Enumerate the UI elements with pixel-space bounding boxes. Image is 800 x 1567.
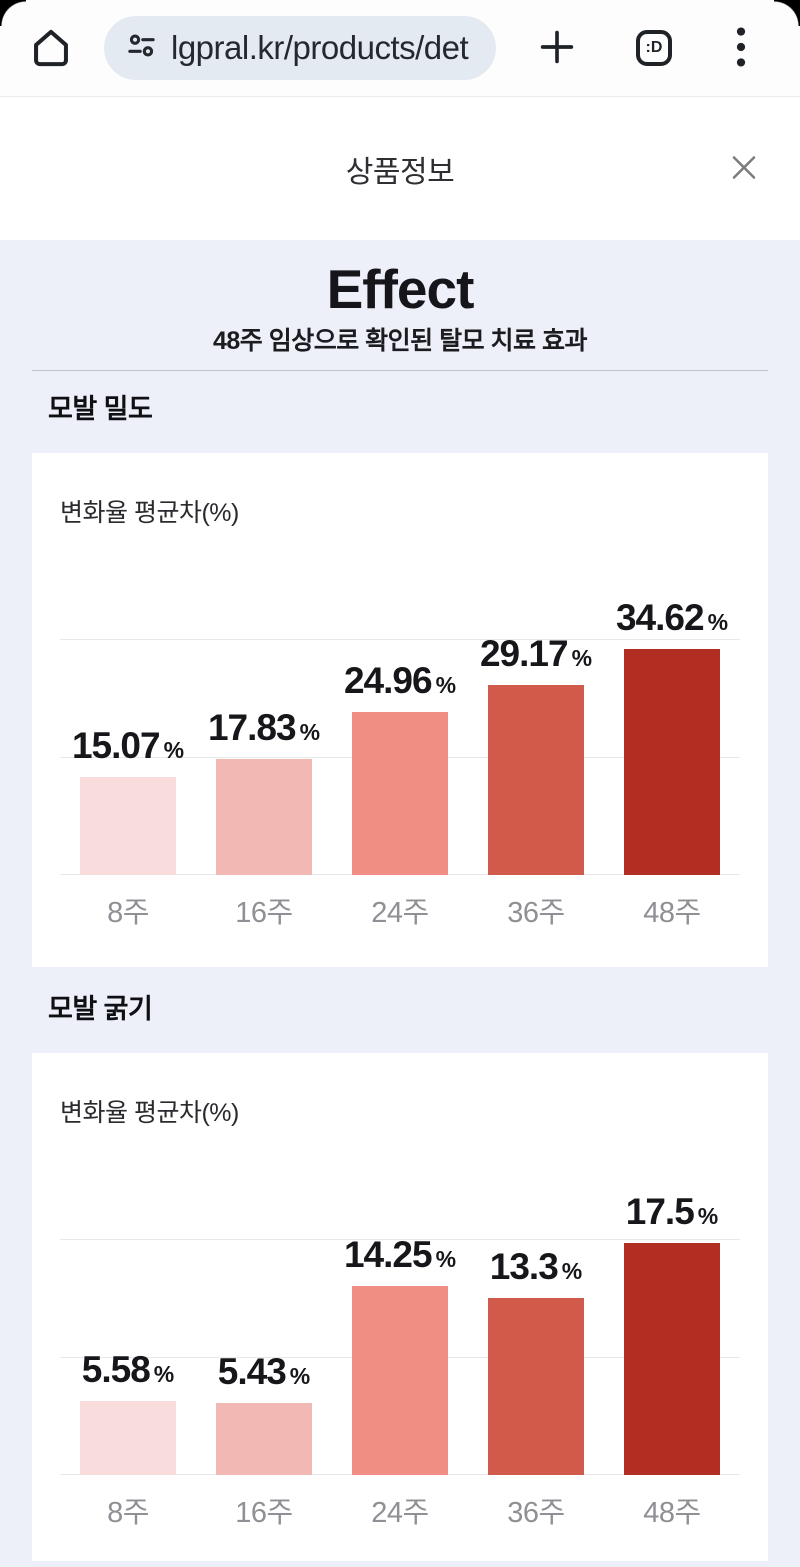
bar-column-36주: 13.3% [468, 1240, 604, 1475]
x-axis-label: 24주 [371, 1497, 429, 1529]
hair-density-chart-card: 변화율 평균차(%) 15.07% 17.83% 24.96% 29.17% 34.62… [32, 453, 768, 967]
bar-column-48주: 34.62% [604, 599, 740, 875]
bar-column-8주: 5.58% [60, 1240, 196, 1475]
bar-48주 [624, 1243, 720, 1475]
tab-count: :D [645, 39, 663, 56]
bar-value-label: 15.07% [71, 725, 185, 766]
x-axis-label: 48주 [643, 1497, 701, 1529]
x-axis-label: 8주 [107, 1497, 149, 1529]
close-button[interactable] [724, 147, 764, 190]
browser-menu-button[interactable] [734, 23, 748, 74]
x-axis-label: 16주 [235, 897, 293, 929]
x-axis-label: 36주 [507, 897, 565, 929]
bar-column-16주: 17.83% [196, 640, 332, 875]
page-title: 상품정보 [345, 155, 455, 189]
x-axis-label: 24주 [371, 897, 429, 929]
home-icon [28, 25, 74, 71]
chart-plot-area: 15.07% 17.83% 24.96% 29.17% 34.62% [60, 545, 740, 875]
x-axis-label: 8주 [107, 897, 149, 929]
product-info-content: Effect 48주 임상으로 확인된 탈모 치료 효과 모발 밀도 변화율 평… [0, 240, 800, 1567]
bar-column-8주: 15.07% [60, 640, 196, 875]
bar-value-label: 5.43% [217, 1351, 311, 1392]
hair-thickness-bar-chart: 5.58% 5.43% 14.25% 13.3% 17.5% 8주 16주 24주 36주 48주 [60, 1145, 740, 1531]
chart-plot-area: 5.58% 5.43% 14.25% 13.3% 17.5% [60, 1145, 740, 1475]
bar-value-label: 29.17% [479, 633, 593, 674]
tab-switcher-button[interactable]: :D [636, 30, 672, 66]
gridline [60, 1239, 740, 1240]
hair-density-bar-chart: 15.07% 17.83% 24.96% 29.17% 34.62% 8주 16주 24주 36… [60, 545, 740, 931]
bar-36주 [488, 685, 584, 875]
bar-column-16주: 5.43% [196, 1240, 332, 1475]
bar-value-label: 5.58% [81, 1349, 175, 1390]
bar-16주 [216, 759, 312, 875]
bar-column-24주: 24.96% [332, 640, 468, 875]
bar-value-label: 34.62% [615, 597, 729, 638]
bar-8주 [80, 1401, 176, 1475]
bar-column-48주: 17.5% [604, 1193, 740, 1475]
site-settings-icon [126, 30, 157, 66]
x-axis-labels: 8주 16주 24주 36주 48주 [60, 1489, 740, 1531]
browser-toolbar: lgpral.kr/products/det :D [0, 0, 800, 97]
effect-subtitle: 48주 임상으로 확인된 탈모 치료 효과 [212, 327, 588, 355]
close-icon [724, 155, 764, 190]
bar-value-label: 14.25% [343, 1234, 457, 1275]
bar-columns: 15.07% 17.83% 24.96% 29.17% 34.62% [60, 599, 740, 875]
bar-8주 [80, 777, 176, 875]
new-tab-button[interactable] [534, 24, 580, 73]
bar-36주 [488, 1298, 584, 1475]
divider [32, 370, 768, 371]
home-button[interactable] [28, 25, 74, 71]
bar-columns: 5.58% 5.43% 14.25% 13.3% 17.5% [60, 1193, 740, 1475]
bar-16주 [216, 1403, 312, 1475]
tab-switcher-icon: :D [636, 30, 672, 66]
effect-title: Effect [326, 258, 475, 320]
x-axis-label: 48주 [643, 897, 701, 929]
url-text: lgpral.kr/products/det [171, 29, 469, 66]
bar-value-label: 17.5% [625, 1191, 719, 1232]
bar-value-label: 13.3% [489, 1246, 583, 1287]
bar-column-36주: 29.17% [468, 635, 604, 875]
hair-thickness-chart-card: 변화율 평균차(%) 5.58% 5.43% 14.25% 13.3% 17.5% 8주 1… [32, 1053, 768, 1561]
kebab-menu-icon [734, 23, 748, 74]
bar-48주 [624, 649, 720, 875]
bar-column-24주: 14.25% [332, 1236, 468, 1475]
plus-icon [534, 24, 580, 73]
bar-24주 [352, 712, 448, 875]
section-heading-hair-density: 모발 밀도 [48, 394, 153, 424]
section-heading-hair-thickness: 모발 굵기 [48, 994, 153, 1024]
x-axis-label: 36주 [507, 1497, 565, 1529]
modal-header: 상품정보 [0, 97, 800, 240]
y-axis-label: 변화율 평균차(%) [60, 499, 239, 527]
bar-24주 [352, 1286, 448, 1475]
x-axis-labels: 8주 16주 24주 36주 48주 [60, 889, 740, 931]
url-bar[interactable]: lgpral.kr/products/det [104, 16, 496, 80]
x-axis-label: 16주 [235, 1497, 293, 1529]
bar-value-label: 24.96% [343, 660, 457, 701]
y-axis-label: 변화율 평균차(%) [60, 1099, 239, 1127]
gridline [60, 639, 740, 640]
bar-value-label: 17.83% [207, 707, 321, 748]
